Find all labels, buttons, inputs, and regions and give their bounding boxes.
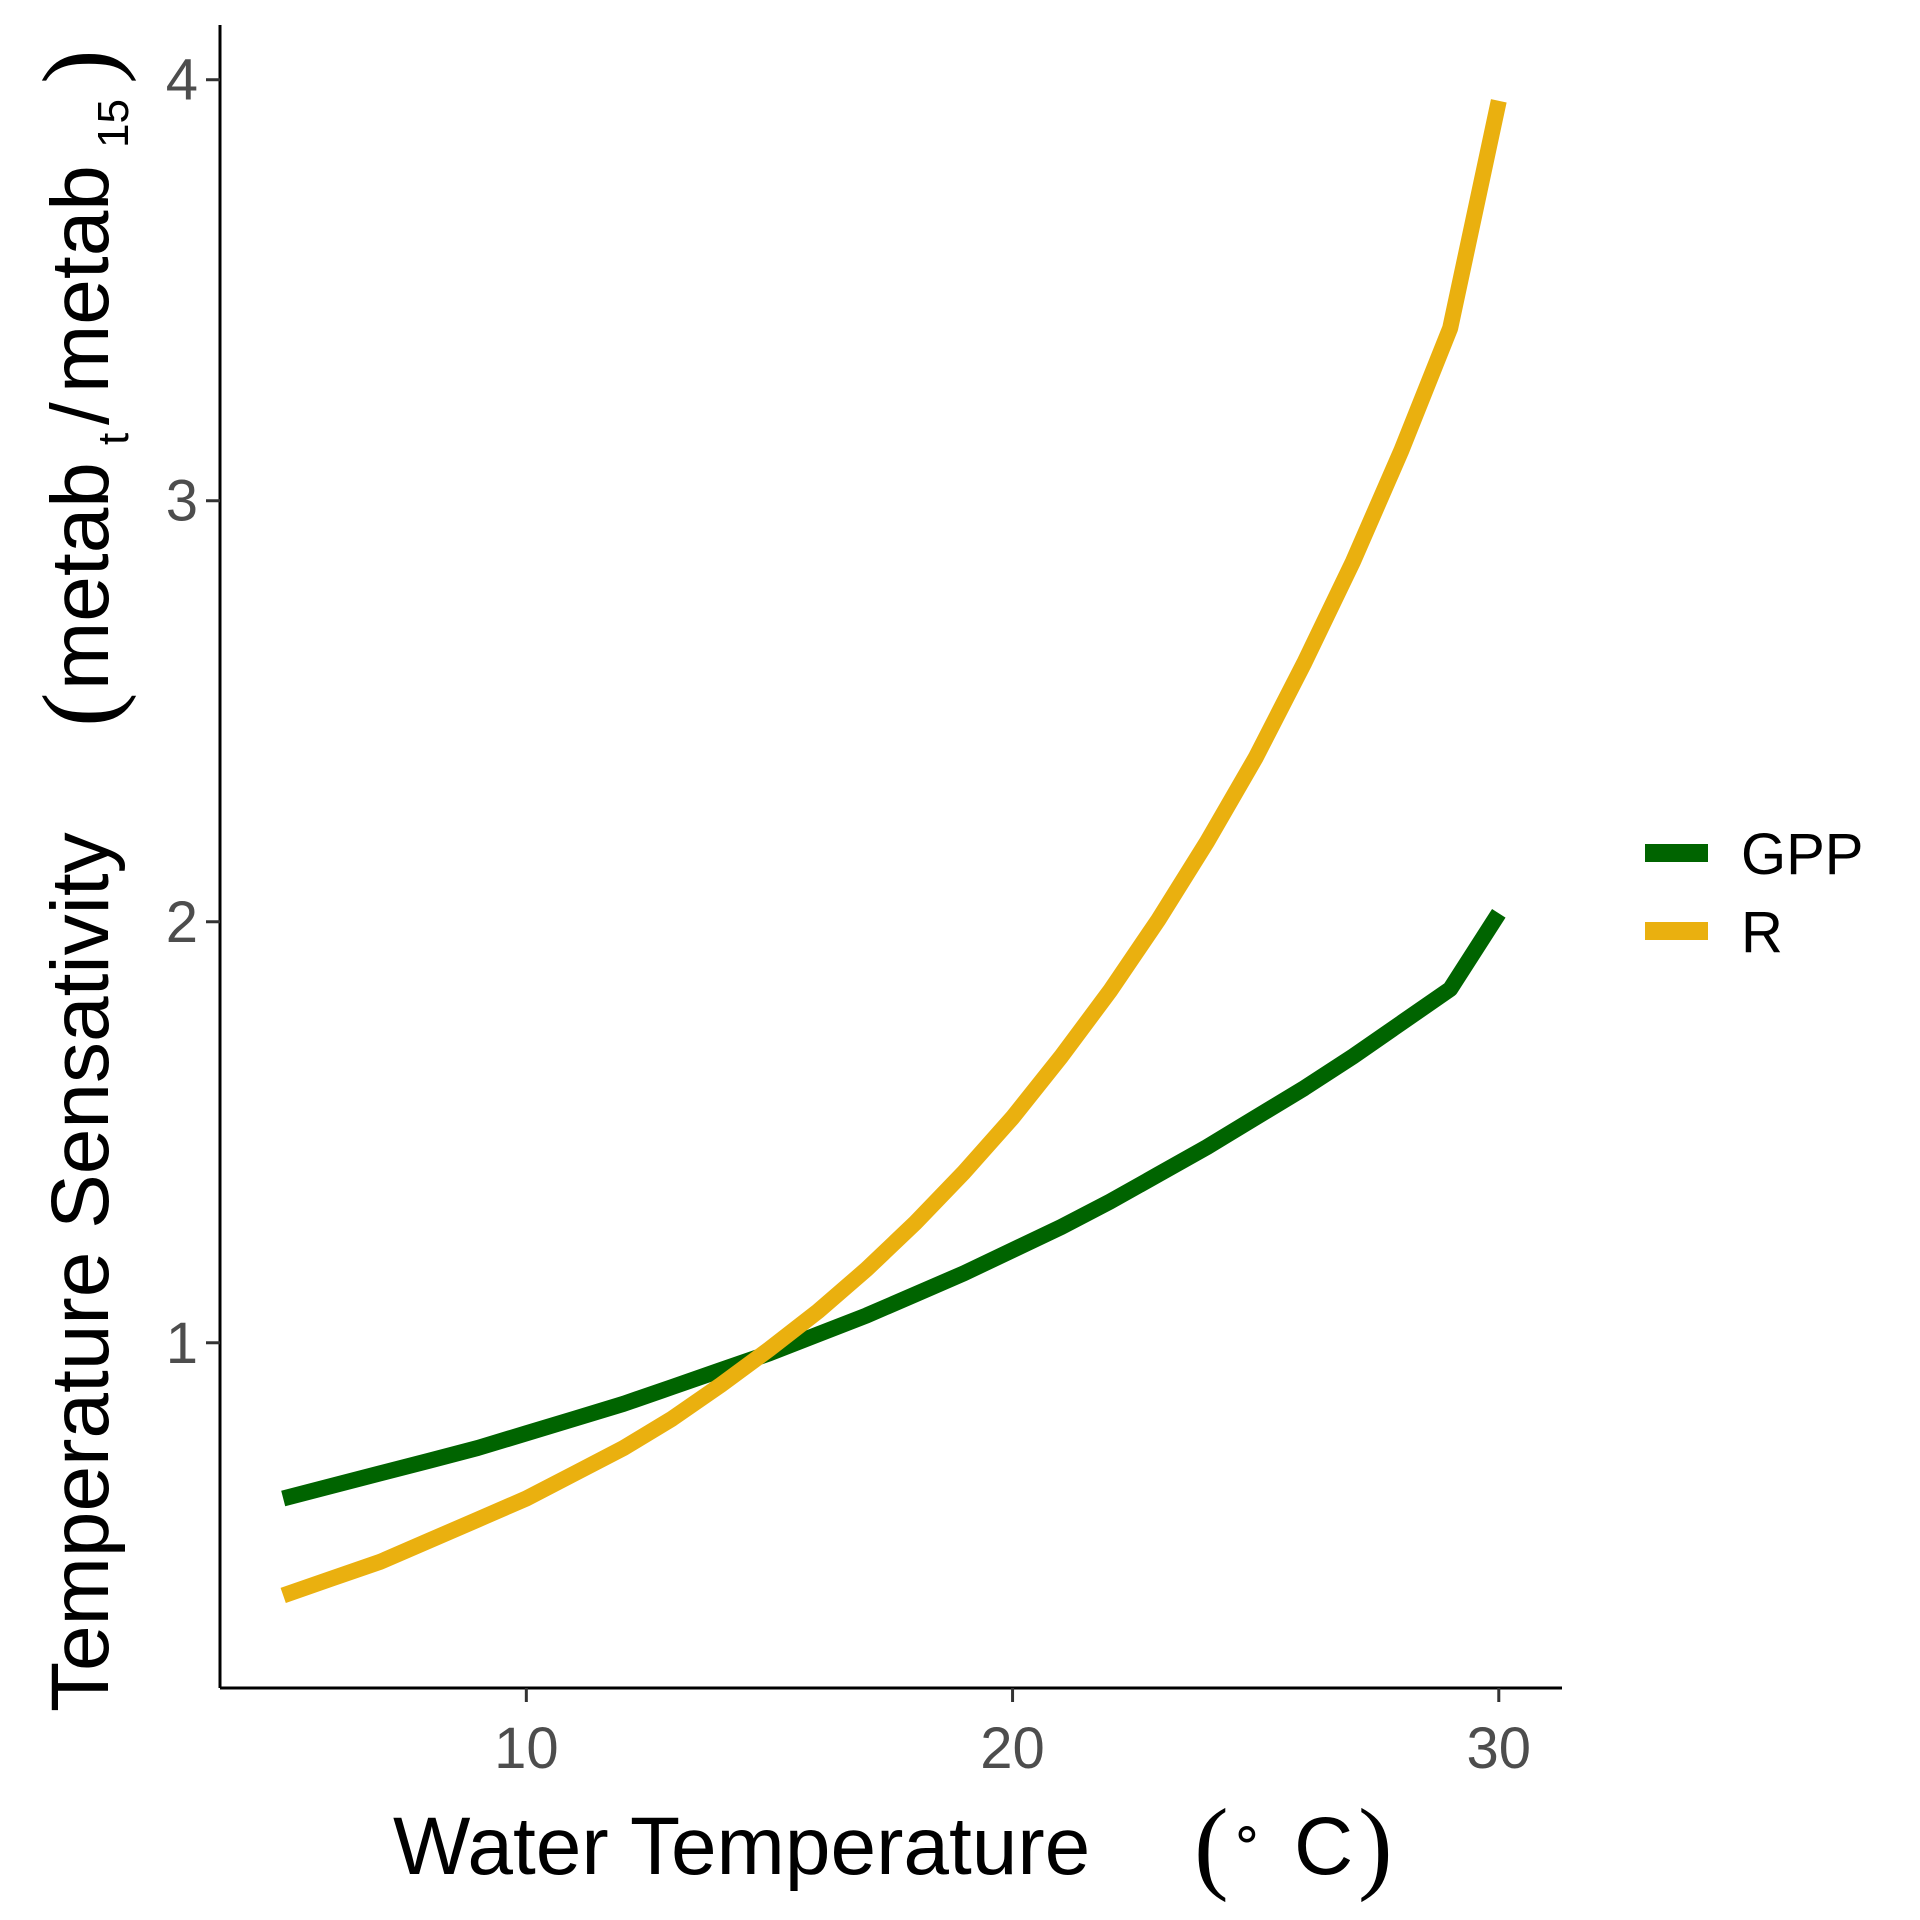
series-line-r	[280, 99, 1507, 1603]
series-lines	[280, 99, 1507, 1603]
axis-ticks: 10 20 30 1 2 3 4	[166, 48, 1531, 1781]
x-axis-title-degree: ∘	[1230, 1804, 1264, 1864]
y-axis-title-numerator-sub: t	[89, 433, 138, 445]
y-tick-label: 4	[166, 48, 198, 113]
y-axis-title-numerator: metab	[35, 462, 126, 690]
x-axis-title-open-paren: (	[1194, 1788, 1229, 1903]
x-axis-title: Water Temperature ( ∘ C )	[393, 1788, 1393, 1903]
y-axis-title-text: Temperature Sensativity	[35, 832, 126, 1712]
x-axis-title-unit: C	[1294, 1801, 1353, 1892]
y-tick-label: 2	[166, 890, 198, 955]
x-axis-title-close-paren: )	[1358, 1788, 1393, 1903]
x-tick-label: 20	[980, 1716, 1045, 1781]
y-axis-title-denominator: metab	[35, 165, 126, 393]
y-axis-title-open-paren: (	[22, 692, 137, 727]
legend-label-r: R	[1741, 900, 1783, 965]
y-axis-title-close-paren: )	[22, 49, 137, 84]
series-line-gpp	[281, 908, 1506, 1507]
x-tick-label: 30	[1467, 1716, 1532, 1781]
x-tick-label: 10	[494, 1716, 559, 1781]
y-axis-title-slash: /	[35, 402, 126, 425]
y-axis-title-denominator-sub: 15	[89, 99, 138, 148]
y-tick-label: 3	[166, 469, 198, 534]
y-tick-label: 1	[166, 1311, 198, 1376]
legend-label-gpp: GPP	[1741, 822, 1864, 887]
legend: GPP R	[1645, 822, 1864, 965]
x-axis-title-text: Water Temperature	[393, 1801, 1090, 1892]
y-axis-title: Temperature Sensativity ( metab t / meta…	[22, 49, 138, 1712]
